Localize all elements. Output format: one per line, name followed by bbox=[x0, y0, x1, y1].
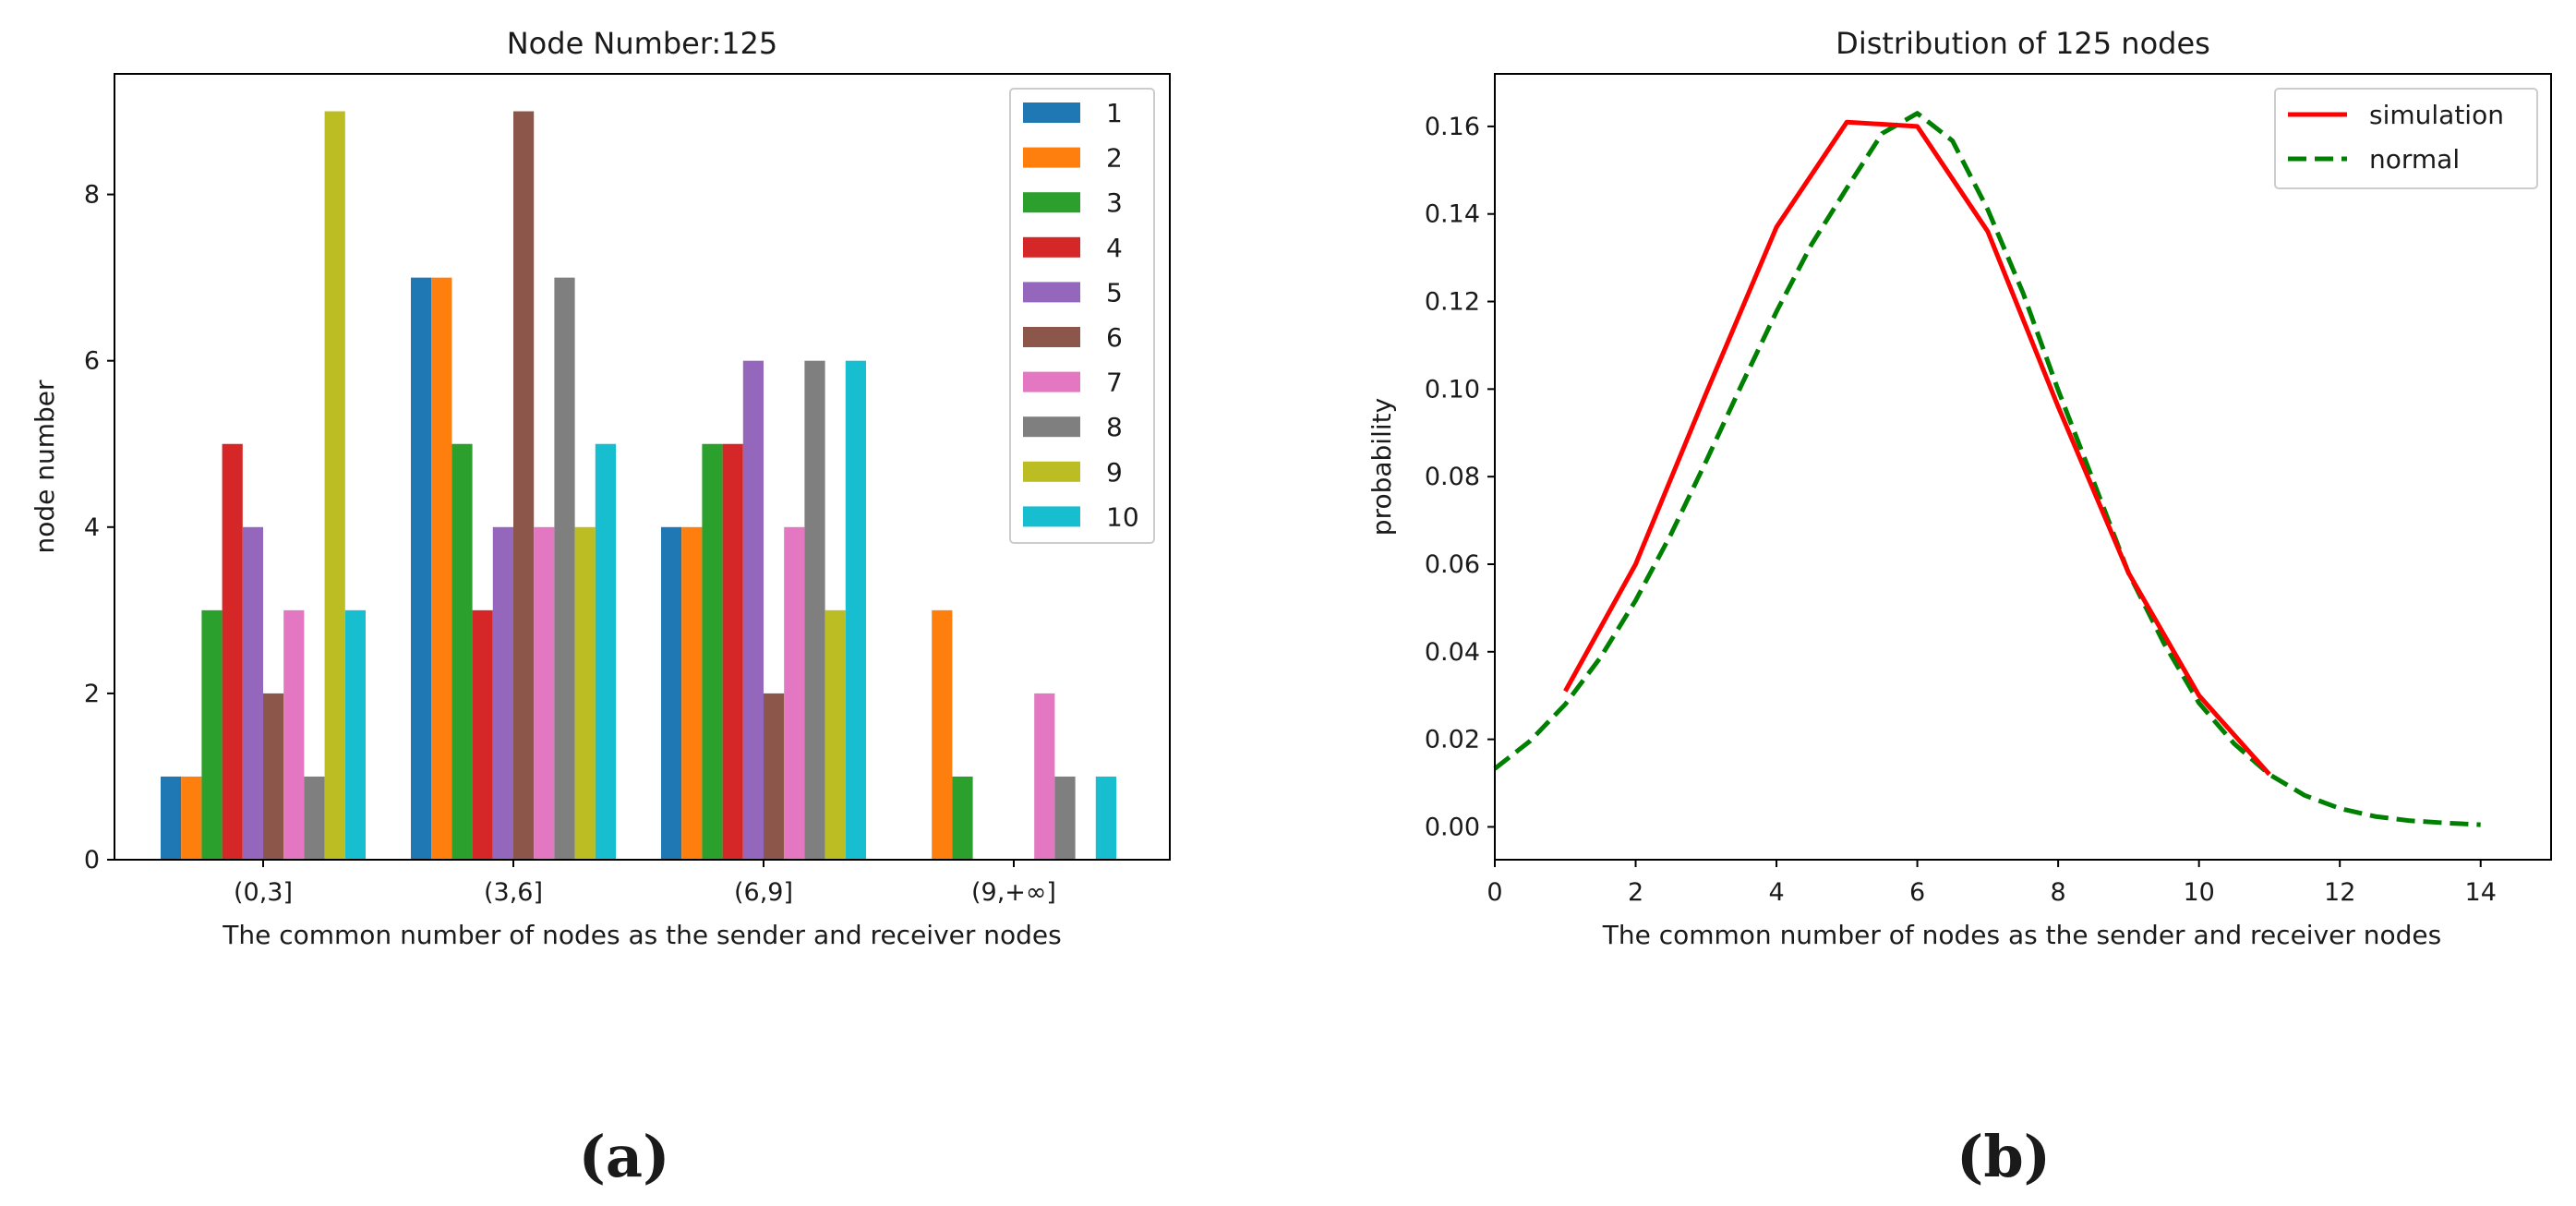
y-tick-label: 8 bbox=[84, 181, 100, 210]
bar-series6-1 bbox=[513, 111, 535, 861]
legend-label-6: 6 bbox=[1106, 322, 1123, 353]
legend-swatch-6 bbox=[1023, 327, 1080, 347]
y-tick-label: 0.00 bbox=[1425, 813, 1480, 841]
y-tick-label: 6 bbox=[84, 347, 100, 376]
line-simulation bbox=[1563, 119, 2271, 777]
legend-swatch-9 bbox=[1023, 461, 1080, 482]
plot-frame bbox=[1494, 73, 2552, 861]
legend-label-9: 9 bbox=[1106, 457, 1123, 488]
x-axis-label: The common number of nodes as the sender… bbox=[222, 920, 1062, 950]
bar-series9-1 bbox=[574, 526, 596, 860]
legend-label-5: 5 bbox=[1106, 277, 1123, 308]
y-tick-label: 0.12 bbox=[1425, 288, 1480, 317]
legend-swatch-10 bbox=[1023, 506, 1080, 527]
legend-label-10: 10 bbox=[1106, 501, 1139, 532]
bar-series3-2 bbox=[702, 443, 723, 860]
y-tick-label: 0.04 bbox=[1425, 638, 1480, 667]
bar-series1-1 bbox=[411, 277, 432, 860]
y-tick-label: 2 bbox=[84, 680, 100, 708]
y-axis-label: probability bbox=[1366, 398, 1397, 536]
bar-series3-3 bbox=[952, 776, 973, 860]
legend-swatch-3 bbox=[1023, 192, 1080, 213]
bar-series8-1 bbox=[554, 277, 575, 860]
x-tick-label: (6,9] bbox=[734, 878, 793, 907]
bar-series7-2 bbox=[784, 526, 805, 860]
bar-series2-2 bbox=[681, 526, 703, 860]
bar-series8-0 bbox=[304, 776, 325, 860]
bar-series3-0 bbox=[201, 609, 223, 860]
x-tick-label: 10 bbox=[2183, 878, 2214, 907]
y-tick-label: 0.16 bbox=[1425, 113, 1480, 141]
bar-series7-3 bbox=[1034, 693, 1055, 860]
line-normal bbox=[1493, 111, 2481, 827]
bar-series10-1 bbox=[595, 443, 616, 860]
x-tick-label: 4 bbox=[1768, 878, 1784, 907]
x-tick-label: (3,6] bbox=[484, 878, 543, 907]
legend-swatch-1 bbox=[1023, 103, 1080, 123]
bar-series5-0 bbox=[242, 526, 263, 860]
bar-series5-1 bbox=[492, 526, 513, 860]
line-chart-panel-b: 0.00 0.02 0.04 0.06 0.08 0.10 0.12 0.14 0.16 0 2 4 6… bbox=[1366, 26, 2552, 1190]
y-tick-label: 4 bbox=[84, 513, 100, 542]
bar-series10-2 bbox=[845, 360, 866, 861]
legend-label-1: 1 bbox=[1106, 98, 1123, 128]
x-tick-label: 0 bbox=[1487, 878, 1502, 907]
bar-series4-0 bbox=[222, 443, 243, 860]
bar-series6-2 bbox=[764, 693, 785, 860]
y-tick-label: 0.10 bbox=[1425, 375, 1480, 404]
bar-series1-0 bbox=[161, 776, 182, 860]
x-tick-label: 2 bbox=[1628, 878, 1643, 907]
plot-frame bbox=[114, 73, 1171, 861]
chart-title: Distribution of 125 nodes bbox=[1836, 26, 2210, 61]
legend-label-4: 4 bbox=[1106, 233, 1123, 263]
bar-series9-2 bbox=[825, 609, 846, 860]
bar-series2-3 bbox=[932, 609, 953, 860]
x-tick-label: 14 bbox=[2465, 878, 2497, 907]
bar-series5-2 bbox=[742, 360, 764, 861]
bar-chart-panel-a: 0 2 4 6 8 (0,3] (3,6] (6,9] (9,+∞] Node Number:12… bbox=[30, 26, 1171, 1190]
legend-label-simulation: simulation bbox=[2369, 100, 2504, 130]
x-tick-label: 8 bbox=[2051, 878, 2066, 907]
y-axis-label: node number bbox=[30, 380, 60, 554]
y-tick-label: 0.14 bbox=[1425, 200, 1480, 229]
y-tick-label: 0 bbox=[84, 846, 100, 874]
chart-title: Node Number:125 bbox=[507, 26, 778, 61]
legend-label-normal: normal bbox=[2369, 144, 2460, 175]
x-tick-label: 12 bbox=[2324, 878, 2355, 907]
bar-series4-1 bbox=[472, 609, 493, 860]
y-tick-label: 0.06 bbox=[1425, 550, 1480, 579]
legend-swatch-8 bbox=[1023, 416, 1080, 438]
x-tick-label: 6 bbox=[1909, 878, 1925, 907]
bar-series6-0 bbox=[263, 693, 284, 860]
bar-series3-1 bbox=[451, 443, 473, 860]
legend-swatch-5 bbox=[1023, 282, 1080, 303]
bar-series2-0 bbox=[181, 776, 202, 860]
legend-label-7: 7 bbox=[1106, 368, 1123, 398]
bar-series10-0 bbox=[344, 609, 366, 860]
y-tick-label: 0.08 bbox=[1425, 463, 1480, 491]
legend-swatch-7 bbox=[1023, 371, 1080, 392]
bar-series10-3 bbox=[1095, 776, 1116, 860]
x-tick-label: (9,+∞] bbox=[971, 878, 1056, 907]
bar-series1-2 bbox=[661, 526, 682, 860]
legend-label-8: 8 bbox=[1106, 412, 1123, 442]
y-tick-label: 0.02 bbox=[1425, 726, 1480, 754]
panel-label-a: (a) bbox=[579, 1123, 670, 1190]
bar-series7-1 bbox=[534, 526, 555, 860]
bar-series7-0 bbox=[283, 609, 305, 860]
x-tick-label: (0,3] bbox=[234, 878, 293, 907]
x-axis-label: The common number of nodes as the sender… bbox=[1602, 920, 2442, 950]
legend-swatch-4 bbox=[1023, 236, 1080, 258]
bar-series8-3 bbox=[1054, 776, 1076, 860]
legend-label-2: 2 bbox=[1106, 143, 1123, 174]
bar-series4-2 bbox=[722, 443, 743, 860]
legend-swatch-2 bbox=[1023, 147, 1080, 168]
bar-series2-1 bbox=[431, 277, 452, 860]
panel-label-b: (b) bbox=[1956, 1123, 2051, 1190]
bar-series8-2 bbox=[804, 360, 825, 861]
bar-series9-0 bbox=[324, 111, 345, 861]
legend-label-3: 3 bbox=[1106, 187, 1123, 218]
